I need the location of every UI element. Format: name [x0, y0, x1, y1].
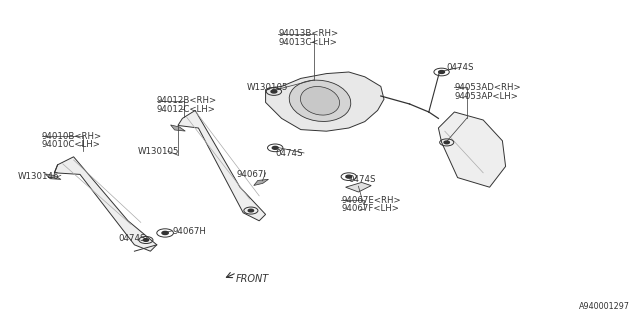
Text: W130146: W130146	[18, 172, 60, 181]
Circle shape	[271, 90, 277, 93]
Text: 94067H: 94067H	[173, 227, 207, 236]
Polygon shape	[254, 179, 268, 186]
Text: 94053AP<LH>: 94053AP<LH>	[454, 92, 518, 100]
Circle shape	[162, 231, 168, 235]
Text: FRONT: FRONT	[236, 274, 269, 284]
Circle shape	[444, 141, 449, 144]
Text: 94067F<LH>: 94067F<LH>	[341, 204, 399, 213]
Text: 94067E<RH>: 94067E<RH>	[341, 196, 401, 204]
Text: 94010C<LH>: 94010C<LH>	[42, 140, 100, 149]
Polygon shape	[266, 72, 384, 131]
Polygon shape	[346, 182, 371, 192]
Text: 94010B<RH>: 94010B<RH>	[42, 132, 102, 140]
Text: 94067I: 94067I	[237, 170, 267, 179]
Polygon shape	[171, 125, 185, 131]
Text: W130105: W130105	[246, 83, 288, 92]
Circle shape	[438, 70, 445, 74]
Polygon shape	[178, 110, 266, 221]
Text: 0474S: 0474S	[349, 175, 376, 184]
Text: 94012C<LH>: 94012C<LH>	[157, 105, 216, 114]
Ellipse shape	[289, 80, 351, 122]
Text: 0474S: 0474S	[275, 149, 303, 158]
Circle shape	[272, 146, 278, 149]
Text: 0474S: 0474S	[447, 63, 474, 72]
Text: 0474S: 0474S	[118, 234, 146, 243]
Text: A940001297: A940001297	[579, 302, 630, 311]
Polygon shape	[438, 112, 506, 187]
Text: 94053AD<RH>: 94053AD<RH>	[454, 83, 521, 92]
Text: 94013C<LH>: 94013C<LH>	[278, 38, 337, 47]
Text: 94012B<RH>: 94012B<RH>	[157, 96, 217, 105]
Polygon shape	[54, 157, 157, 251]
Text: 94013B<RH>: 94013B<RH>	[278, 29, 339, 38]
Circle shape	[248, 209, 253, 212]
Ellipse shape	[300, 86, 340, 115]
Circle shape	[346, 175, 352, 178]
Circle shape	[143, 239, 148, 241]
Polygon shape	[45, 174, 61, 180]
Text: W130105: W130105	[138, 147, 179, 156]
